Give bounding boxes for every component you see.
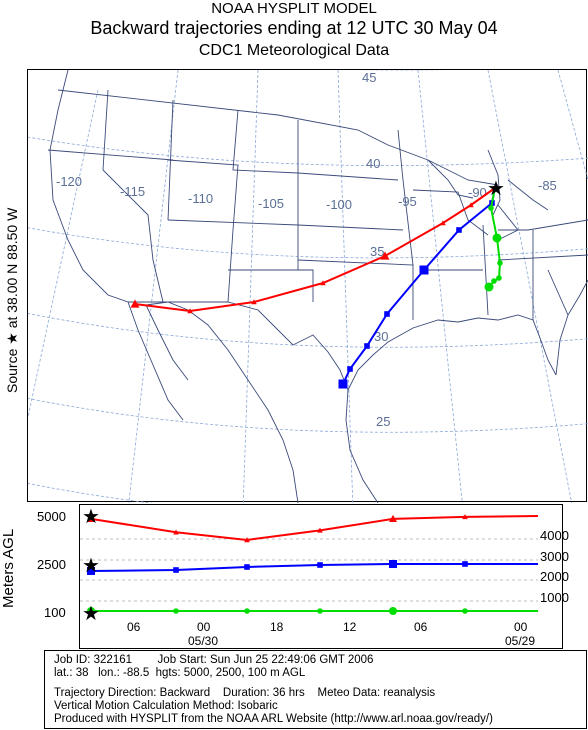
map-canvas: -120 -115 -110 -105 -100 -95 -90 -85 45 …: [28, 70, 588, 503]
map-point-2500m-2: [456, 227, 462, 233]
lon-label-115: -115: [120, 184, 145, 199]
chart-title: Backward trajectories ending at 12 UTC 3…: [90, 18, 498, 38]
map-point-100m-3: [497, 260, 503, 266]
profile-point-5000m-2: [389, 514, 397, 523]
lat-label-35: 35: [370, 244, 384, 259]
profile-gridlines: [80, 538, 538, 602]
map-point-5000m-2: [440, 220, 446, 226]
profile-source-star-100: ★: [82, 603, 100, 625]
date-label-0: 05/30: [188, 634, 219, 648]
profile-canvas: ★ ★ ★: [80, 506, 539, 625]
profile-point-2500m-1: [462, 561, 468, 567]
lat-label-30: 30: [374, 329, 388, 344]
map-point-100m-5: [491, 278, 497, 284]
profile-point-5000m-1: [462, 514, 468, 520]
right-tick-3000: 3000: [540, 549, 569, 564]
chart-subtitle: CDC1 Meteorological Data: [198, 42, 390, 59]
lon-label-100: -100: [326, 197, 352, 212]
map-point-2500m-6: [347, 366, 353, 372]
info-direction-line: Trajectory Direction: Backward Duration:…: [54, 687, 436, 699]
info-location-line: lat.: 38 lon.: -88.5 hgts: 5000, 2500, 1…: [54, 667, 306, 679]
map-point-100m-6: [484, 282, 494, 292]
source-label: Source ★ at 38.00 N 88.50 W: [4, 207, 20, 393]
right-tick-4000: 4000: [540, 528, 569, 543]
date-label-1: 05/29: [505, 634, 536, 648]
lat-label-25: 25: [376, 414, 390, 429]
profile-line-2500m: [90, 563, 538, 572]
profile-point-2500m-5: [173, 567, 179, 573]
source-star-icon: ★: [487, 178, 505, 200]
profile-point-2500m-6: [87, 567, 95, 575]
profile-point-2500m-3: [317, 562, 323, 568]
trajectory-map: -120 -115 -110 -105 -100 -95 -90 -85 45 …: [27, 69, 588, 503]
lon-label-90: -90: [468, 185, 487, 200]
map-boundaries: [47, 70, 588, 503]
map-point-2500m-7: [338, 379, 348, 389]
profile-source-star-5000: ★: [82, 506, 100, 528]
map-track-2500m: [342, 187, 496, 385]
profile-ylabel: Meters AGL: [0, 528, 17, 608]
map-track-5000m: [134, 187, 496, 313]
profile-trajectories: [87, 514, 539, 615]
profile-point-100m-5: [173, 608, 179, 614]
lat-label-40: 40: [366, 156, 380, 171]
profile-point-100m-3: [317, 608, 323, 614]
map-point-100m-1: [488, 205, 494, 211]
lon-label-95: -95: [398, 194, 417, 209]
map-point-5000m-3: [380, 251, 390, 260]
info-job-line: Job ID: 322161 Job Start: Sun Jun 25 22:…: [54, 654, 374, 666]
model-title: NOAA HYSPLIT MODEL: [211, 0, 377, 17]
profile-point-100m-4: [244, 608, 250, 614]
profile-point-100m-2: [389, 607, 397, 615]
profile-point-2500m-4: [244, 564, 250, 570]
left-tick-100: 100: [44, 605, 66, 620]
lon-label-85: -85: [538, 178, 557, 193]
longitude-lines: [28, 70, 588, 503]
time-tick-4: 06: [414, 620, 428, 634]
lat-label-45: 45: [362, 70, 376, 85]
profile-point-5000m-6: [87, 514, 95, 523]
info-vertical-motion-line: Vertical Motion Calculation Method: Isob…: [54, 700, 278, 712]
map-point-5000m-1: [468, 202, 474, 208]
profile-line-5000m: [90, 514, 539, 541]
lon-label-105: -105: [258, 196, 284, 211]
map-point-2500m-5: [364, 343, 370, 349]
right-tick-1000: 1000: [540, 590, 569, 605]
profile-point-2500m-2: [389, 560, 397, 568]
profile-point-100m-6: [87, 607, 95, 615]
lon-label-110: -110: [188, 191, 213, 206]
map-point-2500m-4: [384, 311, 390, 317]
map-point-5000m-4: [320, 280, 326, 286]
time-tick-5: 00: [514, 620, 528, 634]
profile-source-star-2500: ★: [82, 555, 100, 577]
job-info-panel: Job ID: 322161 Job Start: Sun Jun 25 22:…: [44, 650, 587, 729]
right-tick-2000: 2000: [540, 569, 569, 584]
map-point-100m-4: [496, 275, 502, 281]
time-tick-3: 12: [343, 620, 357, 634]
map-point-5000m-6: [187, 308, 193, 314]
left-tick-2500: 2500: [37, 557, 66, 572]
info-produced-line: Produced with HYSPLIT from the NOAA ARL …: [54, 713, 493, 725]
profile-point-100m-1: [462, 608, 468, 614]
map-point-100m-2: [492, 233, 502, 243]
profile-point-5000m-4: [244, 537, 250, 543]
lon-label-120: -120: [56, 174, 82, 189]
time-tick-0: 06: [127, 620, 141, 634]
profile-point-5000m-5: [173, 529, 179, 535]
left-tick-5000: 5000: [37, 509, 66, 524]
map-trajectories: [130, 187, 503, 389]
time-tick-2: 18: [270, 620, 284, 634]
map-point-2500m-3: [419, 265, 429, 275]
time-tick-1: 00: [197, 620, 211, 634]
profile-point-5000m-3: [317, 527, 323, 533]
map-point-5000m-5: [251, 299, 257, 305]
vertical-profile-panel: ★ ★ ★: [79, 504, 563, 649]
map-point-5000m-7: [130, 299, 140, 308]
